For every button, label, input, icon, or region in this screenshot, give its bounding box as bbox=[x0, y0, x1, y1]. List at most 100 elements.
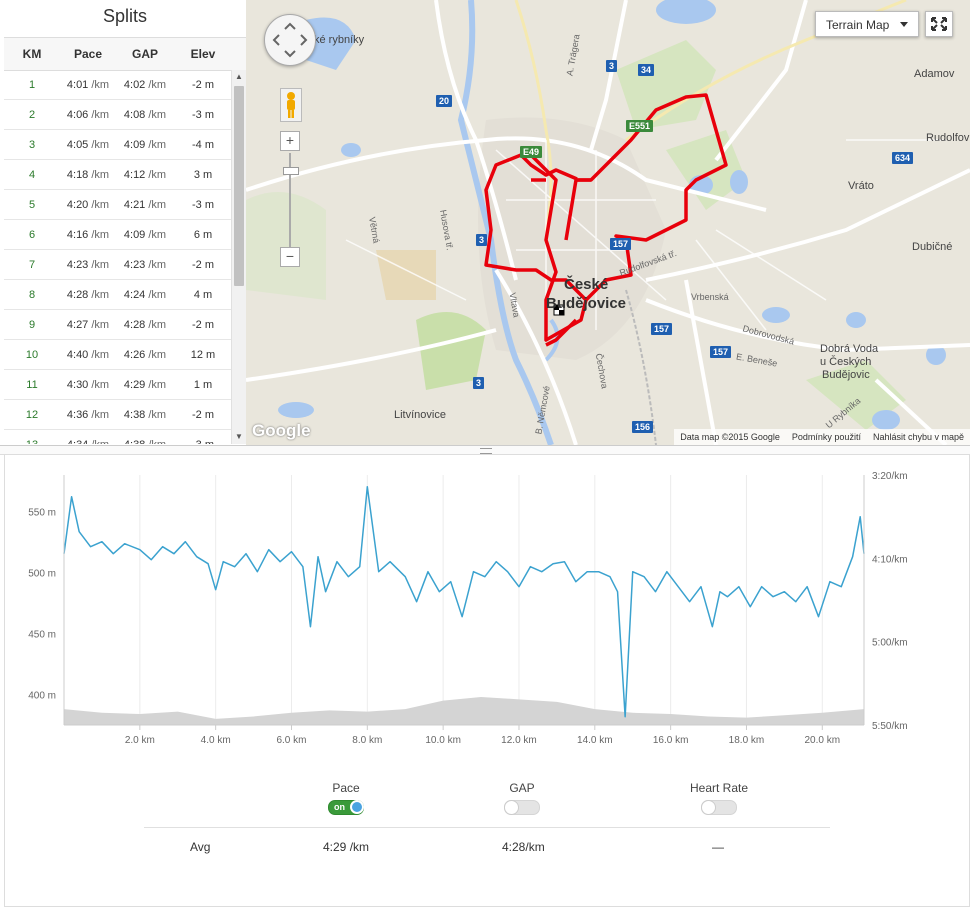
split-km-value: 7 bbox=[28, 258, 36, 271]
scroll-thumb[interactable] bbox=[234, 86, 244, 286]
split-row[interactable]: 6 4:16 /km 4:09 /km 6 m bbox=[4, 220, 232, 250]
y-left-tick-label: 500 m bbox=[28, 569, 56, 580]
split-gap-value: 4:09 bbox=[123, 138, 146, 151]
map-label-vrato: Vráto bbox=[848, 180, 874, 192]
x-tick-label: 10.0 km bbox=[425, 735, 461, 746]
split-row[interactable]: 5 4:20 /km 4:21 /km -3 m bbox=[4, 190, 232, 220]
split-gap-value: 4:26 bbox=[123, 348, 146, 361]
split-gap-value: 4:08 bbox=[123, 108, 146, 121]
split-row[interactable]: 8 4:28 /km 4:24 /km 4 m bbox=[4, 280, 232, 310]
route-map[interactable]: ké rybníky České Budějovice Adamov Rudol… bbox=[246, 0, 970, 445]
col-km[interactable]: KM bbox=[22, 47, 42, 61]
x-tick-label: 20.0 km bbox=[805, 735, 841, 746]
pan-control[interactable] bbox=[264, 14, 316, 66]
split-pace: 4:28 /km bbox=[60, 289, 116, 301]
split-elev: -4 m bbox=[174, 139, 232, 151]
switch-on-text: on bbox=[334, 802, 345, 813]
splits-scrollbar[interactable]: ▲ ▼ bbox=[231, 70, 246, 444]
split-km-value: 6 bbox=[28, 228, 36, 241]
map-type-dropdown[interactable]: Terrain Map bbox=[815, 11, 919, 37]
unit-label: /km bbox=[148, 378, 167, 391]
road-shield: 156 bbox=[632, 421, 654, 433]
gap-switch[interactable] bbox=[504, 800, 540, 816]
chevron-down-icon bbox=[900, 22, 908, 27]
map-label-litvinovice: Litvínovice bbox=[394, 409, 446, 421]
split-row[interactable]: 7 4:23 /km 4:23 /km -2 m bbox=[4, 250, 232, 280]
split-km: 11 bbox=[4, 379, 60, 391]
split-row[interactable]: 1 4:01 /km 4:02 /km -2 m bbox=[4, 70, 232, 100]
split-row[interactable]: 134:34 /km4:38 /km-3 m bbox=[4, 430, 232, 445]
col-pace[interactable]: Pace bbox=[73, 47, 103, 61]
split-km-value: 12 bbox=[25, 408, 39, 421]
split-gap: 4:09 /km bbox=[116, 229, 174, 241]
pace-switch[interactable]: on bbox=[328, 800, 364, 816]
split-row[interactable]: 9 4:27 /km 4:28 /km -2 m bbox=[4, 310, 232, 340]
split-gap-value: 4:12 bbox=[123, 168, 146, 181]
avg-label: Avg bbox=[190, 840, 211, 854]
scroll-down-arrow-icon[interactable]: ▼ bbox=[235, 432, 243, 441]
split-row[interactable]: 10 4:40 /km 4:26 /km 12 m bbox=[4, 340, 232, 370]
split-gap: 4:09 /km bbox=[116, 139, 174, 151]
split-pace-value: 4:36 bbox=[66, 408, 89, 421]
split-gap-value: 4:23 bbox=[123, 258, 146, 271]
zoom-slider-track[interactable] bbox=[289, 153, 291, 249]
split-km: 13 bbox=[4, 439, 60, 445]
report-error-link[interactable]: Nahlásit chybu v mapě bbox=[872, 432, 964, 442]
toggle-heart-rate[interactable]: Heart Rate bbox=[659, 781, 779, 816]
unit-label: /km bbox=[91, 138, 110, 151]
map-label-dobra-voda-3: Budějovic bbox=[822, 369, 870, 381]
col-gap[interactable]: GAP bbox=[131, 47, 158, 61]
street-view-pegman-icon[interactable] bbox=[280, 88, 302, 122]
split-elev: 4 m bbox=[174, 289, 232, 301]
split-gap-value: 4:29 bbox=[123, 378, 146, 391]
switch-knob bbox=[504, 800, 519, 816]
split-gap-value: 4:38 bbox=[123, 408, 146, 421]
panel-resize-handle[interactable] bbox=[0, 445, 970, 455]
split-pace-value: 4:20 bbox=[66, 198, 89, 211]
split-row[interactable]: 4 4:18 /km 4:12 /km 3 m bbox=[4, 160, 232, 190]
zoom-out-button[interactable]: − bbox=[280, 247, 300, 267]
unit-label: /km bbox=[91, 78, 110, 91]
split-row[interactable]: 2 4:06 /km 4:08 /km -3 m bbox=[4, 100, 232, 130]
split-elev-value: -2 m bbox=[192, 258, 214, 271]
split-gap-value: 4:09 bbox=[123, 228, 146, 241]
hr-switch[interactable] bbox=[701, 800, 737, 816]
split-row[interactable]: 11 4:30 /km 4:29 /km 1 m bbox=[4, 370, 232, 400]
fullscreen-button[interactable] bbox=[925, 11, 953, 37]
road-shield: 3 bbox=[606, 60, 618, 72]
map-type-label: Terrain Map bbox=[826, 18, 890, 32]
split-elev: -3 m bbox=[174, 199, 232, 211]
split-gap: 4:29 /km bbox=[116, 379, 174, 391]
map-data-credit: Data map ©2015 Google bbox=[680, 432, 780, 442]
scroll-up-arrow-icon[interactable]: ▲ bbox=[235, 72, 243, 81]
toggle-gap[interactable]: GAP bbox=[462, 781, 582, 816]
toggle-pace[interactable]: Pace on bbox=[286, 781, 406, 816]
road-shield: 157 bbox=[710, 346, 732, 358]
split-pace: 4:27 /km bbox=[60, 319, 116, 331]
switch-knob bbox=[350, 800, 364, 815]
zoom-in-button[interactable]: + bbox=[280, 131, 300, 151]
google-logo[interactable]: Google bbox=[252, 421, 311, 440]
pace-elevation-chart[interactable]: 2.0 km 4.0 km 6.0 km 8.0 km 10.0 km 12.0 km 14… bbox=[0, 455, 970, 775]
split-pace: 4:18 /km bbox=[60, 169, 116, 181]
split-elev: 6 m bbox=[174, 229, 232, 241]
pace-line bbox=[63, 485, 865, 718]
split-row[interactable]: 3 4:05 /km 4:09 /km -4 m bbox=[4, 130, 232, 160]
split-pace-value: 4:23 bbox=[66, 258, 89, 271]
split-pace-value: 4:01 bbox=[66, 78, 89, 91]
zoom-slider-thumb[interactable] bbox=[283, 167, 299, 175]
split-pace: 4:20 /km bbox=[60, 199, 116, 211]
split-gap-value: 4:28 bbox=[123, 318, 146, 331]
split-pace: 4:36 /km bbox=[60, 409, 116, 421]
split-elev-value: 3 m bbox=[193, 168, 213, 181]
split-pace: 4:05 /km bbox=[60, 139, 116, 151]
split-row[interactable]: 12 4:36 /km 4:38 /km -2 m bbox=[4, 400, 232, 430]
split-pace-value: 4:34 bbox=[67, 439, 88, 445]
col-elev[interactable]: Elev bbox=[190, 47, 216, 61]
split-elev: -2 m bbox=[174, 79, 232, 91]
split-km: 5 bbox=[4, 199, 60, 211]
terms-link[interactable]: Podmínky použití bbox=[791, 432, 861, 442]
splits-table-body: 1 4:01 /km 4:02 /km -2 m 2 4:06 /km 4:08 /km -3… bbox=[4, 70, 232, 444]
unit-label: /km bbox=[91, 348, 110, 361]
